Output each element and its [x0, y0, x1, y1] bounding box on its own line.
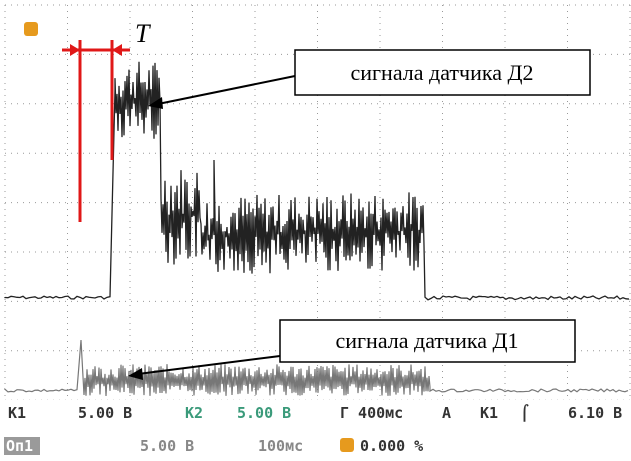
status-text: 5.00 В	[140, 437, 194, 455]
trigger-icon	[24, 22, 38, 36]
sensor1-label: сигнала датчика Д1	[335, 328, 518, 353]
status-text: 5.00 В	[237, 404, 291, 422]
status-text: K2	[185, 404, 203, 422]
interval-label: T	[135, 19, 151, 48]
status-text: 5.00 В	[78, 404, 132, 422]
trigger-icon	[340, 438, 354, 452]
status-text: Оп1	[6, 437, 33, 455]
status-text: A	[442, 404, 451, 422]
sensor2-label: сигнала датчика Д2	[350, 60, 533, 85]
status-text: K1	[480, 404, 498, 422]
status-text: Г 400мс	[340, 404, 403, 422]
trigger-slope: ⌠	[520, 404, 529, 422]
status-text: 0.000 %	[360, 437, 423, 455]
status-text: 100мс	[258, 437, 303, 455]
oscilloscope-screen: T сигнала датчика Д2 сигнала датчика Д1 …	[0, 0, 631, 461]
status-text: K1	[8, 404, 26, 422]
status-text: 6.10 В	[568, 404, 622, 422]
